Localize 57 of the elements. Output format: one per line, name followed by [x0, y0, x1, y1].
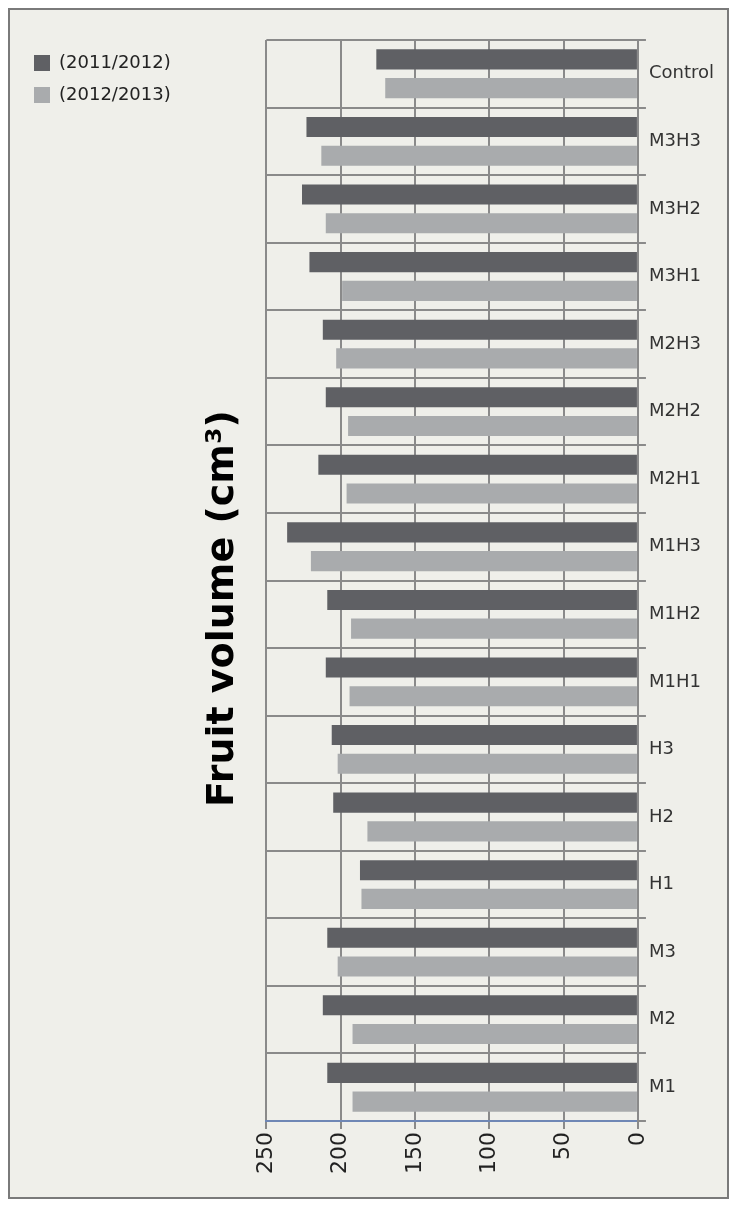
- x-tick-label: 0: [623, 1132, 649, 1147]
- bar: [385, 78, 637, 99]
- bar: [367, 821, 637, 842]
- y-tick-label: M2H3: [648, 331, 701, 353]
- text: Fruit volume (cm³): [198, 410, 243, 807]
- bar: [306, 116, 637, 138]
- bar: [331, 725, 637, 746]
- legend-label: (2012/2013): [59, 82, 171, 104]
- bar: [327, 589, 637, 610]
- y-tick-label: H2: [648, 804, 674, 826]
- x-tick-label: 150: [400, 1132, 426, 1175]
- bar: [302, 184, 637, 205]
- bar: [352, 1091, 637, 1112]
- bar: [376, 49, 637, 70]
- legend-label: (2011/2012): [59, 50, 171, 72]
- y-tick-label: M2H1: [648, 466, 701, 488]
- bar: [310, 551, 637, 572]
- y-tick-label: M3H3: [648, 129, 701, 151]
- x-tick-label: 100: [475, 1132, 501, 1175]
- bar: [342, 280, 637, 301]
- bar: [337, 956, 637, 977]
- bar: [333, 792, 637, 813]
- x-tick-label: 50: [549, 1132, 575, 1161]
- y-tick-label: H3: [648, 737, 674, 759]
- bar: [327, 1062, 637, 1083]
- bar: [287, 522, 637, 543]
- y-tick-label: M3H2: [648, 196, 701, 218]
- y-tick-label: M3: [648, 939, 676, 961]
- bar: [321, 145, 637, 166]
- bar: [325, 213, 637, 234]
- bar: [346, 483, 637, 504]
- bar: [361, 888, 637, 909]
- bar: [336, 348, 637, 369]
- bar: [322, 995, 637, 1016]
- bar: [349, 686, 637, 707]
- y-tick-label: M3H1: [648, 264, 701, 286]
- y-tick-label: M1H2: [648, 601, 701, 623]
- y-tick-label: M2H2: [648, 399, 701, 421]
- bar: [309, 252, 637, 273]
- bar: [351, 618, 637, 639]
- y-tick-label: M2: [648, 1007, 676, 1029]
- y-tick-label: M1H3: [648, 534, 701, 556]
- bar: [325, 387, 637, 408]
- bar: [327, 927, 637, 948]
- x-tick-label: 200: [326, 1132, 352, 1175]
- bar: [318, 454, 637, 475]
- bar: [348, 415, 637, 436]
- y-tick-label: M1: [648, 1074, 676, 1096]
- x-tick-label: 250: [252, 1132, 278, 1175]
- y-tick-label: Control: [648, 61, 715, 83]
- bar: [352, 1023, 637, 1045]
- y-tick-label: H1: [648, 872, 674, 894]
- bar: [325, 657, 637, 678]
- y-tick-label: M1H1: [648, 669, 701, 691]
- bar: [359, 860, 637, 881]
- bar: [337, 753, 637, 774]
- bar: [322, 319, 637, 340]
